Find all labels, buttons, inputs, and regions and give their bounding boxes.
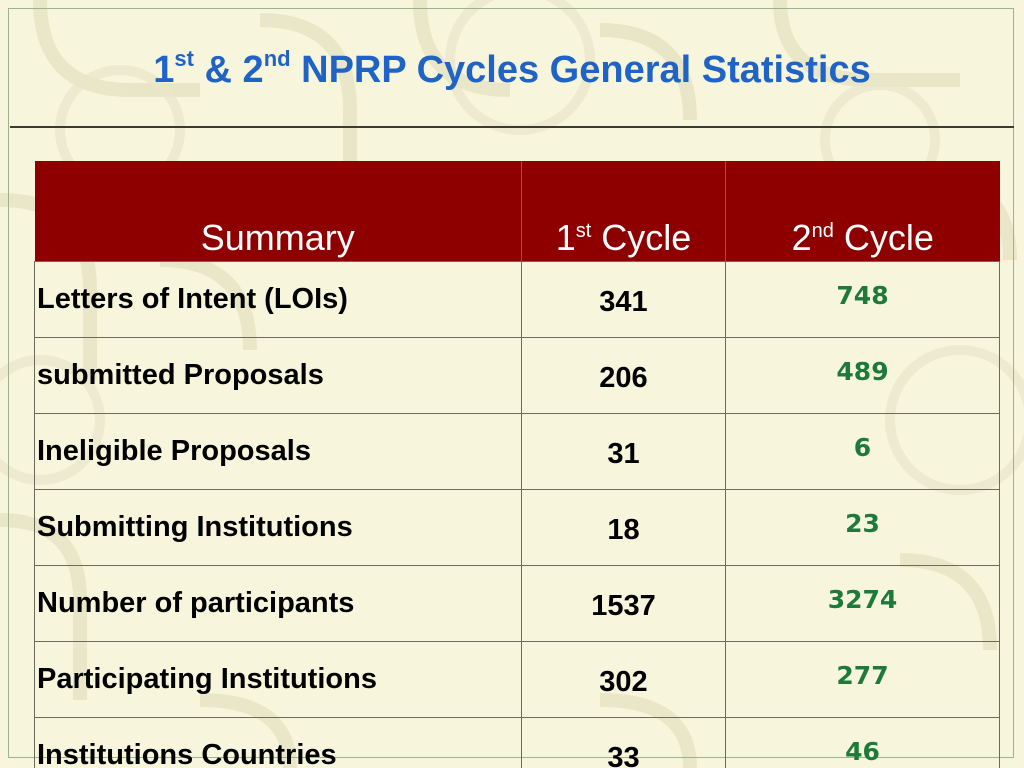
header-second-cycle-word: Cycle <box>833 217 934 258</box>
table-header-row: Summary 1st Cycle 2nd Cycle <box>34 161 1000 262</box>
second-cycle-value: 489 <box>725 337 1000 414</box>
title-divider <box>10 126 1014 128</box>
first-cycle-value: 33 <box>521 717 726 768</box>
header-first-cycle-superscript: st <box>575 220 592 242</box>
row-label: Participating Institutions <box>34 641 522 718</box>
second-cycle-value: 46 <box>725 717 1000 768</box>
second-cycle-value: 6 <box>725 413 1000 490</box>
header-second-cycle-superscript: nd <box>811 220 834 242</box>
second-cycle-value: 3274 <box>725 565 1000 642</box>
row-label: submitted Proposals <box>34 337 522 414</box>
second-cycle-value: 23 <box>725 489 1000 566</box>
row-label: Submitting Institutions <box>34 489 522 566</box>
title-part-1: 1 <box>153 49 175 91</box>
header-first-cycle-word: Cycle <box>591 217 692 258</box>
header-first-cycle-number: 1 <box>555 217 576 258</box>
title-superscript-2: nd <box>263 46 291 72</box>
first-cycle-value: 18 <box>521 489 726 566</box>
table-row: Submitting Institutions 18 23 <box>34 489 1000 566</box>
row-label: Ineligible Proposals <box>34 413 522 490</box>
first-cycle-value: 302 <box>521 641 726 718</box>
header-second-cycle-number: 2 <box>791 217 812 258</box>
table-row: Participating Institutions 302 277 <box>34 641 1000 718</box>
row-label: Letters of Intent (LOIs) <box>34 261 522 338</box>
header-summary-label: Summary <box>200 217 355 258</box>
table-row: Ineligible Proposals 31 6 <box>34 413 1000 490</box>
header-first-cycle: 1st Cycle <box>521 161 726 262</box>
slide-title: 1st & 2nd NPRP Cycles General Statistics <box>0 42 1024 98</box>
statistics-table: Summary 1st Cycle 2nd Cycle Letters of I… <box>34 161 1000 768</box>
header-summary: Summary <box>34 161 522 262</box>
title-part-2: & 2 <box>193 49 264 91</box>
table-row: submitted Proposals 206 489 <box>34 337 1000 414</box>
second-cycle-value: 277 <box>725 641 1000 718</box>
title-part-3: NPRP Cycles General Statistics <box>290 49 871 91</box>
first-cycle-value: 341 <box>521 261 726 338</box>
second-cycle-value: 748 <box>725 261 1000 338</box>
title-superscript-1: st <box>174 46 194 72</box>
table-row: Letters of Intent (LOIs) 341 748 <box>34 261 1000 338</box>
table-row: Institutions Countries 33 46 <box>34 717 1000 768</box>
row-label: Number of participants <box>34 565 522 642</box>
first-cycle-value: 31 <box>521 413 726 490</box>
row-label: Institutions Countries <box>34 717 522 768</box>
table-row: Number of participants 1537 3274 <box>34 565 1000 642</box>
header-second-cycle: 2nd Cycle <box>725 161 1000 262</box>
first-cycle-value: 1537 <box>521 565 726 642</box>
first-cycle-value: 206 <box>521 337 726 414</box>
